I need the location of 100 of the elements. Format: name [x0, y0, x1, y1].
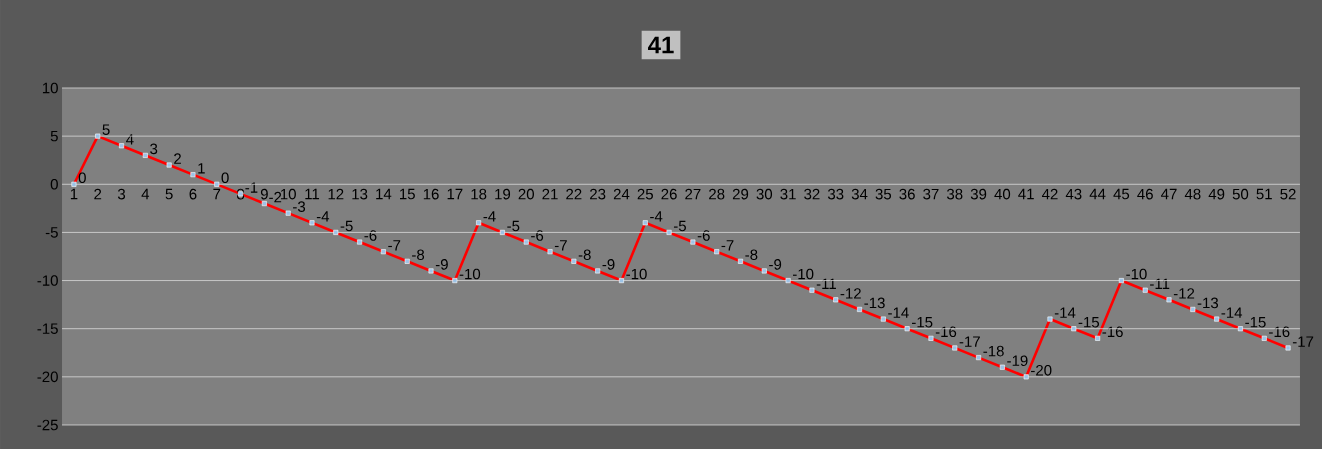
x-tick-label: 45	[1113, 188, 1130, 200]
x-tick-label: 35	[875, 188, 892, 200]
x-tick-label: 18	[471, 188, 487, 200]
data-label: -9	[602, 259, 615, 270]
data-label: -6	[531, 230, 544, 241]
x-tick-label: 23	[590, 188, 606, 200]
x-tick-label: 10	[280, 188, 296, 200]
data-label: -8	[412, 249, 425, 261]
data-label: -17	[959, 336, 980, 347]
x-tick-label: 5	[165, 188, 173, 200]
data-label: -7	[721, 240, 734, 251]
data-label: 0	[78, 172, 86, 184]
data-label: 2	[174, 153, 181, 164]
x-tick-label: 30	[756, 188, 773, 200]
data-label: -1	[245, 182, 258, 193]
x-tick-label: 1	[70, 188, 78, 200]
data-label: 5	[102, 124, 110, 135]
y-tick-label: 0	[50, 178, 58, 190]
data-label: -11	[816, 278, 836, 289]
data-label: -9	[769, 259, 782, 270]
data-label: -20	[1031, 365, 1052, 376]
x-tick-label: 33	[827, 188, 844, 200]
data-label: -19	[1007, 355, 1028, 367]
x-tick-label: 3	[117, 188, 126, 200]
data-label: -12	[1173, 288, 1195, 299]
x-tick-label: 48	[1184, 188, 1201, 200]
x-tick-label: 52	[1280, 188, 1296, 200]
x-tick-label: 14	[376, 188, 392, 200]
y-tick-label: -25	[37, 419, 58, 431]
y-tick-label: -5	[45, 227, 58, 238]
data-label: -8	[745, 249, 758, 261]
y-tick-label: 5	[50, 130, 58, 142]
data-label: -16	[1102, 326, 1123, 338]
data-label: -13	[1197, 297, 1219, 309]
x-tick-label: 20	[518, 188, 534, 200]
data-label: 0	[221, 172, 229, 184]
data-label: -16	[1269, 326, 1290, 338]
data-label: -6	[697, 230, 710, 241]
x-tick-label: 44	[1089, 188, 1106, 200]
data-label: -3	[293, 201, 306, 212]
x-tick-label: 43	[1065, 188, 1082, 200]
x-tick-label: 22	[566, 188, 582, 200]
x-tick-label: 19	[495, 188, 511, 200]
data-label: 3	[150, 143, 158, 155]
data-label: -13	[864, 297, 885, 309]
x-tick-label: 12	[328, 188, 344, 200]
data-label: -10	[626, 268, 647, 280]
data-label: -7	[388, 240, 401, 251]
data-label: -10	[792, 268, 814, 280]
data-label: -10	[459, 268, 481, 280]
x-tick-label: 40	[994, 188, 1011, 200]
data-label: -2	[269, 191, 282, 203]
x-tick-label: 46	[1137, 188, 1153, 200]
x-tick-label: 28	[709, 188, 725, 200]
data-label: -5	[340, 220, 353, 232]
x-tick-label: 41	[1018, 188, 1034, 200]
x-tick-label: 25	[637, 188, 653, 200]
data-label: -15	[1078, 317, 1100, 328]
x-tick-label: 4	[141, 188, 150, 200]
data-label: -10	[1126, 268, 1147, 280]
x-tick-label: 27	[685, 188, 701, 200]
x-tick-label: 51	[1256, 188, 1272, 200]
y-tick-label: 10	[42, 82, 58, 94]
data-label: -14	[1221, 307, 1243, 318]
data-label: -18	[983, 345, 1004, 357]
x-tick-label: 11	[305, 188, 320, 200]
data-label: -7	[554, 240, 567, 251]
x-tick-label: 17	[447, 188, 463, 200]
data-label: -4	[483, 211, 496, 222]
x-tick-label: 15	[400, 188, 415, 200]
x-tick-label: 26	[661, 188, 677, 200]
x-tick-label: 13	[352, 188, 368, 200]
y-tick-label: -15	[37, 323, 58, 334]
data-label: 1	[198, 163, 205, 174]
data-label: -9	[435, 259, 448, 270]
x-tick-label: 39	[970, 188, 987, 200]
data-label: -16	[935, 326, 957, 338]
data-label: -8	[578, 249, 591, 261]
data-label: -17	[1292, 336, 1314, 347]
x-tick-label: 34	[851, 188, 868, 200]
x-tick-label: 2	[94, 188, 102, 200]
data-label: -4	[650, 211, 663, 222]
data-label: -14	[888, 307, 909, 318]
x-tick-label: 49	[1208, 188, 1225, 200]
x-tick-label: 32	[804, 188, 820, 200]
x-tick-label: 24	[613, 188, 630, 200]
data-label: -6	[364, 230, 377, 241]
x-tick-label: 37	[923, 188, 939, 200]
data-label: -12	[840, 288, 861, 299]
data-label: -14	[1054, 307, 1076, 318]
x-tick-label: 21	[542, 188, 558, 200]
x-tick-label: 9	[260, 188, 268, 200]
x-tick-label: 7	[213, 188, 221, 200]
x-tick-label: 42	[1041, 188, 1058, 200]
x-tick-label: 6	[189, 188, 197, 200]
x-tick-label: 31	[780, 188, 796, 200]
data-label: 4	[126, 134, 134, 145]
x-tick-label: 36	[899, 188, 915, 200]
data-label: -11	[1150, 278, 1170, 289]
data-label: -5	[507, 220, 520, 232]
